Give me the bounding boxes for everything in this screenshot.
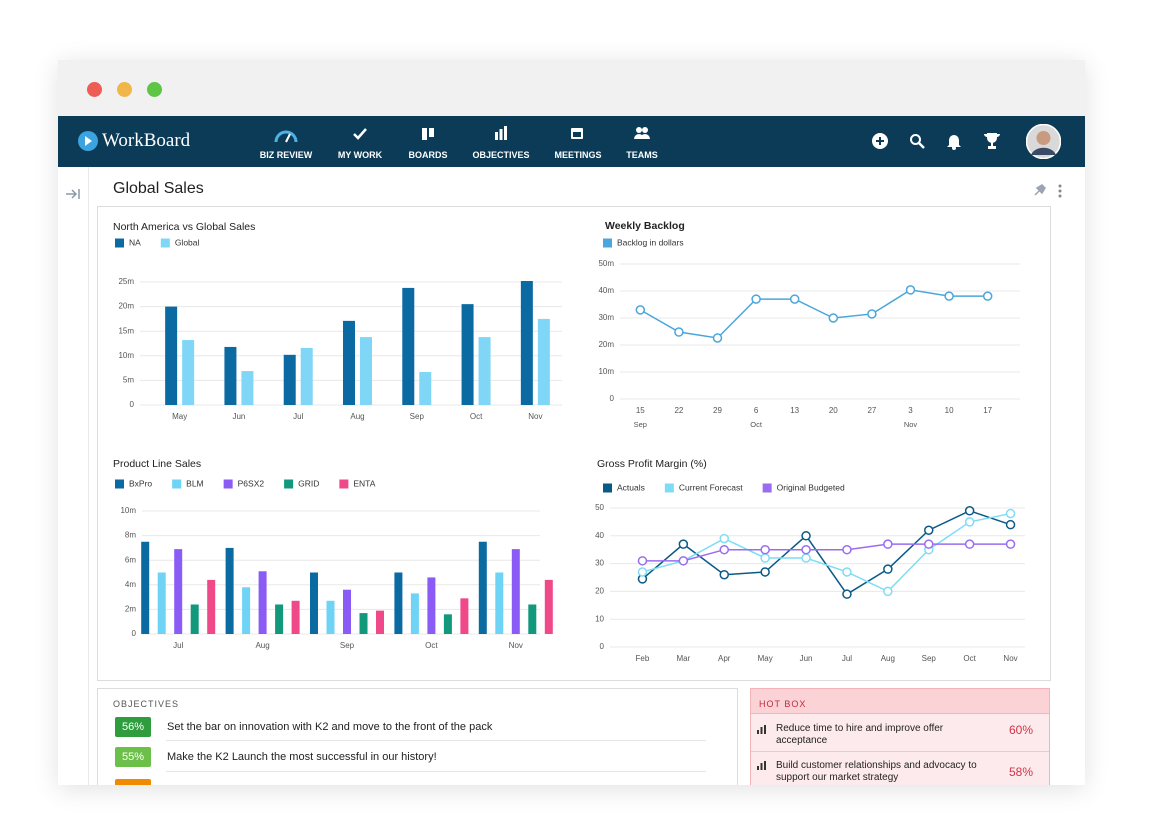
nav-item[interactable]: OBJECTIVES [472,150,530,160]
page-title: Global Sales [113,180,204,197]
nav-item[interactable]: BOARDS [408,150,448,160]
add-button[interactable] [872,133,888,149]
logo-text[interactable]: WorkBoard [102,130,191,151]
maximize-button[interactable] [147,82,162,97]
nav-icon [274,130,298,143]
nav-item[interactable]: MEETINGS [554,150,602,160]
hot-item-percent: 60% [1008,723,1033,737]
nav-icon [634,127,650,139]
search-button[interactable] [909,133,925,149]
nav-icon [571,128,583,139]
minimize-button[interactable] [117,82,132,97]
logo-icon [78,131,98,151]
objective-text[interactable]: Set the bar on innovation with K2 and mo… [167,721,493,733]
app-window: WorkBoard BIZ REVIEW MY WORK BOARDS OBJE… [58,60,1085,785]
hot-item-text[interactable]: Build customer relationships and advocac… [776,760,977,783]
item-icon [757,725,766,734]
nav-icon [422,128,434,140]
hot-box-card: HOT BOX Reduce time to hire and improve … [750,688,1050,785]
progress-badge: 55% [115,747,151,767]
trophy-button[interactable] [983,132,1001,150]
avatar[interactable] [1026,124,1061,159]
sidebar [58,167,89,785]
hot-item-percent: 58% [1008,765,1033,779]
title-bar [58,60,1085,116]
page-actions [1034,184,1062,198]
charts-panel [97,206,1051,681]
nav-item[interactable]: BIZ REVIEW [259,150,313,160]
objective-text[interactable]: Make the K2 Launch the most successful i… [167,751,437,763]
progress-badge [115,779,151,785]
expand-sidebar-button[interactable] [65,188,81,200]
progress-badge: 56% [115,717,151,737]
nav-bar: WorkBoard BIZ REVIEW MY WORK BOARDS OBJE… [58,116,1085,167]
divider [166,771,706,772]
nav-icon [353,128,367,140]
card-title: HOT BOX [759,699,807,709]
nav-item[interactable]: TEAMS [626,150,658,160]
item-icon [757,761,766,770]
card-header [751,689,1049,714]
objectives-card: OBJECTIVES 56% Set the bar on innovation… [97,688,738,785]
hot-item-text[interactable]: Reduce time to hire and improve offer ac… [776,723,944,746]
notifications-button[interactable] [946,132,962,150]
nav-icon [495,126,507,140]
nav-item[interactable]: MY WORK [337,150,383,160]
divider [166,740,706,741]
divider [751,751,1049,752]
close-button[interactable] [87,82,102,97]
card-title: OBJECTIVES [113,699,180,709]
